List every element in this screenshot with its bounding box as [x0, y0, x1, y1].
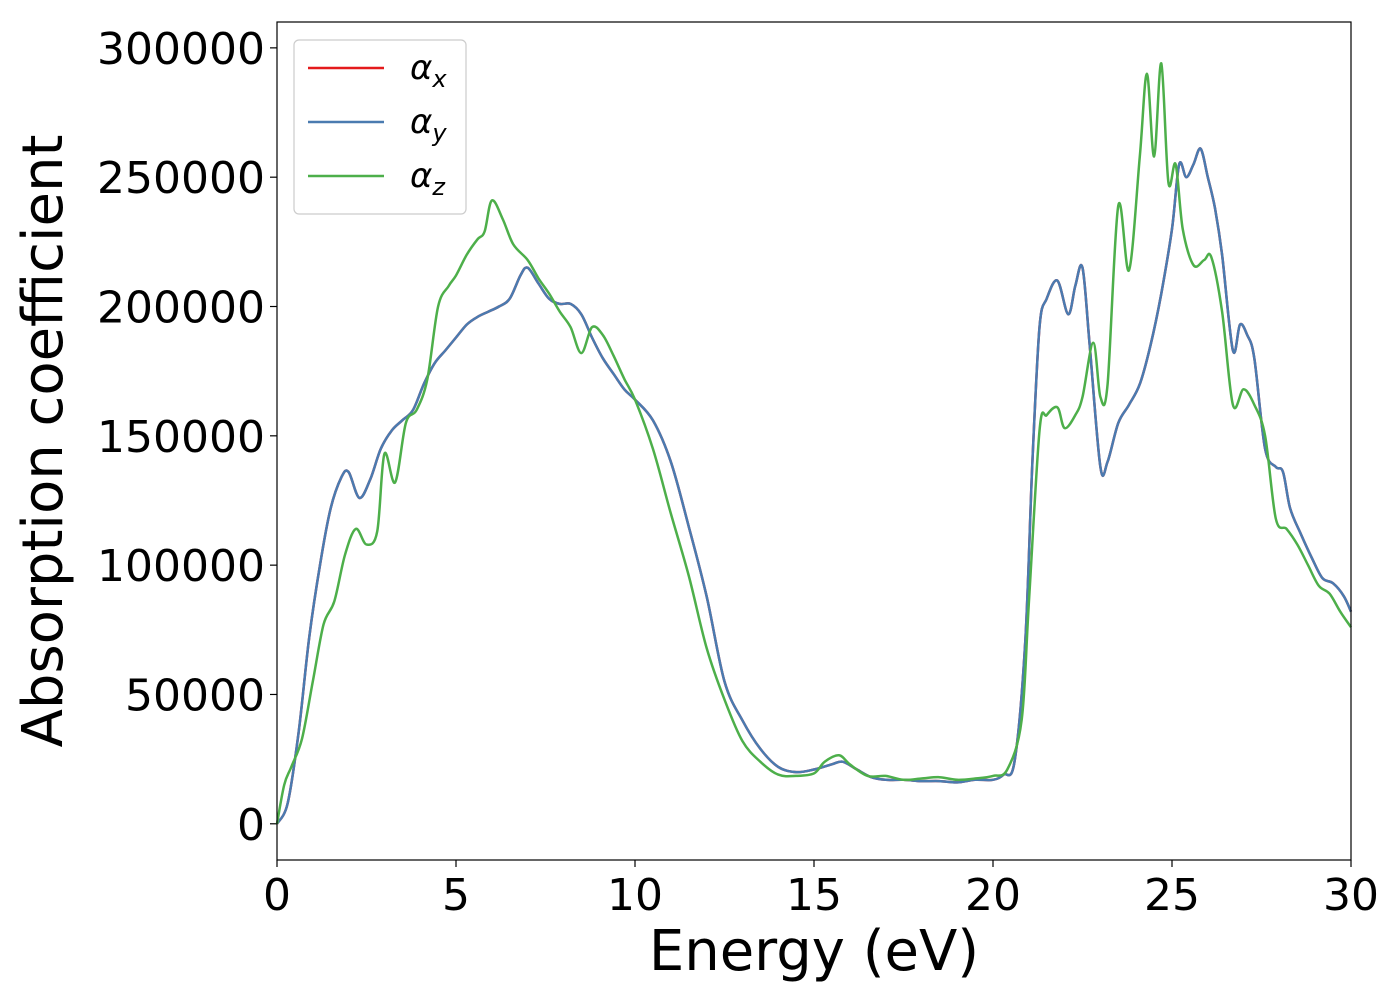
- y-tick-label: 150000: [97, 412, 265, 463]
- series-line-z: [275, 62, 1353, 825]
- legend-label-y: αy: [410, 102, 447, 147]
- y-tick-label: 50000: [125, 670, 265, 721]
- y-tick-label: 100000: [97, 541, 265, 592]
- x-tick-label: 30: [1323, 870, 1379, 921]
- x-tick-label: 20: [965, 870, 1021, 921]
- series-lines: [275, 62, 1353, 825]
- series-line-x: [275, 147, 1353, 825]
- y-tick-label: 300000: [97, 24, 265, 75]
- legend-box: [293, 39, 467, 215]
- legend-label-x: αx: [410, 48, 447, 93]
- x-tick-label: 5: [442, 870, 470, 921]
- x-tick-label: 0: [263, 870, 291, 921]
- y-tick-label: 0: [237, 800, 265, 851]
- x-tick-label: 25: [1144, 870, 1200, 921]
- x-tick-label: 15: [786, 870, 842, 921]
- plot-frame: [276, 21, 1352, 861]
- x-axis-label: Energy (eV): [649, 919, 979, 984]
- legend: αx αy αz: [293, 39, 467, 215]
- series-line-y: [275, 147, 1353, 825]
- y-tick-label: 200000: [97, 283, 265, 334]
- y-axis-label: Absorption coefficient: [11, 135, 76, 748]
- x-tick-label: 10: [607, 870, 663, 921]
- axis-ticks: 0 5 10 15 20 25 30 0 50000 100000 150000 200000 2500…: [97, 24, 1379, 921]
- y-tick-label: 250000: [97, 153, 265, 204]
- legend-label-z: αz: [410, 156, 446, 201]
